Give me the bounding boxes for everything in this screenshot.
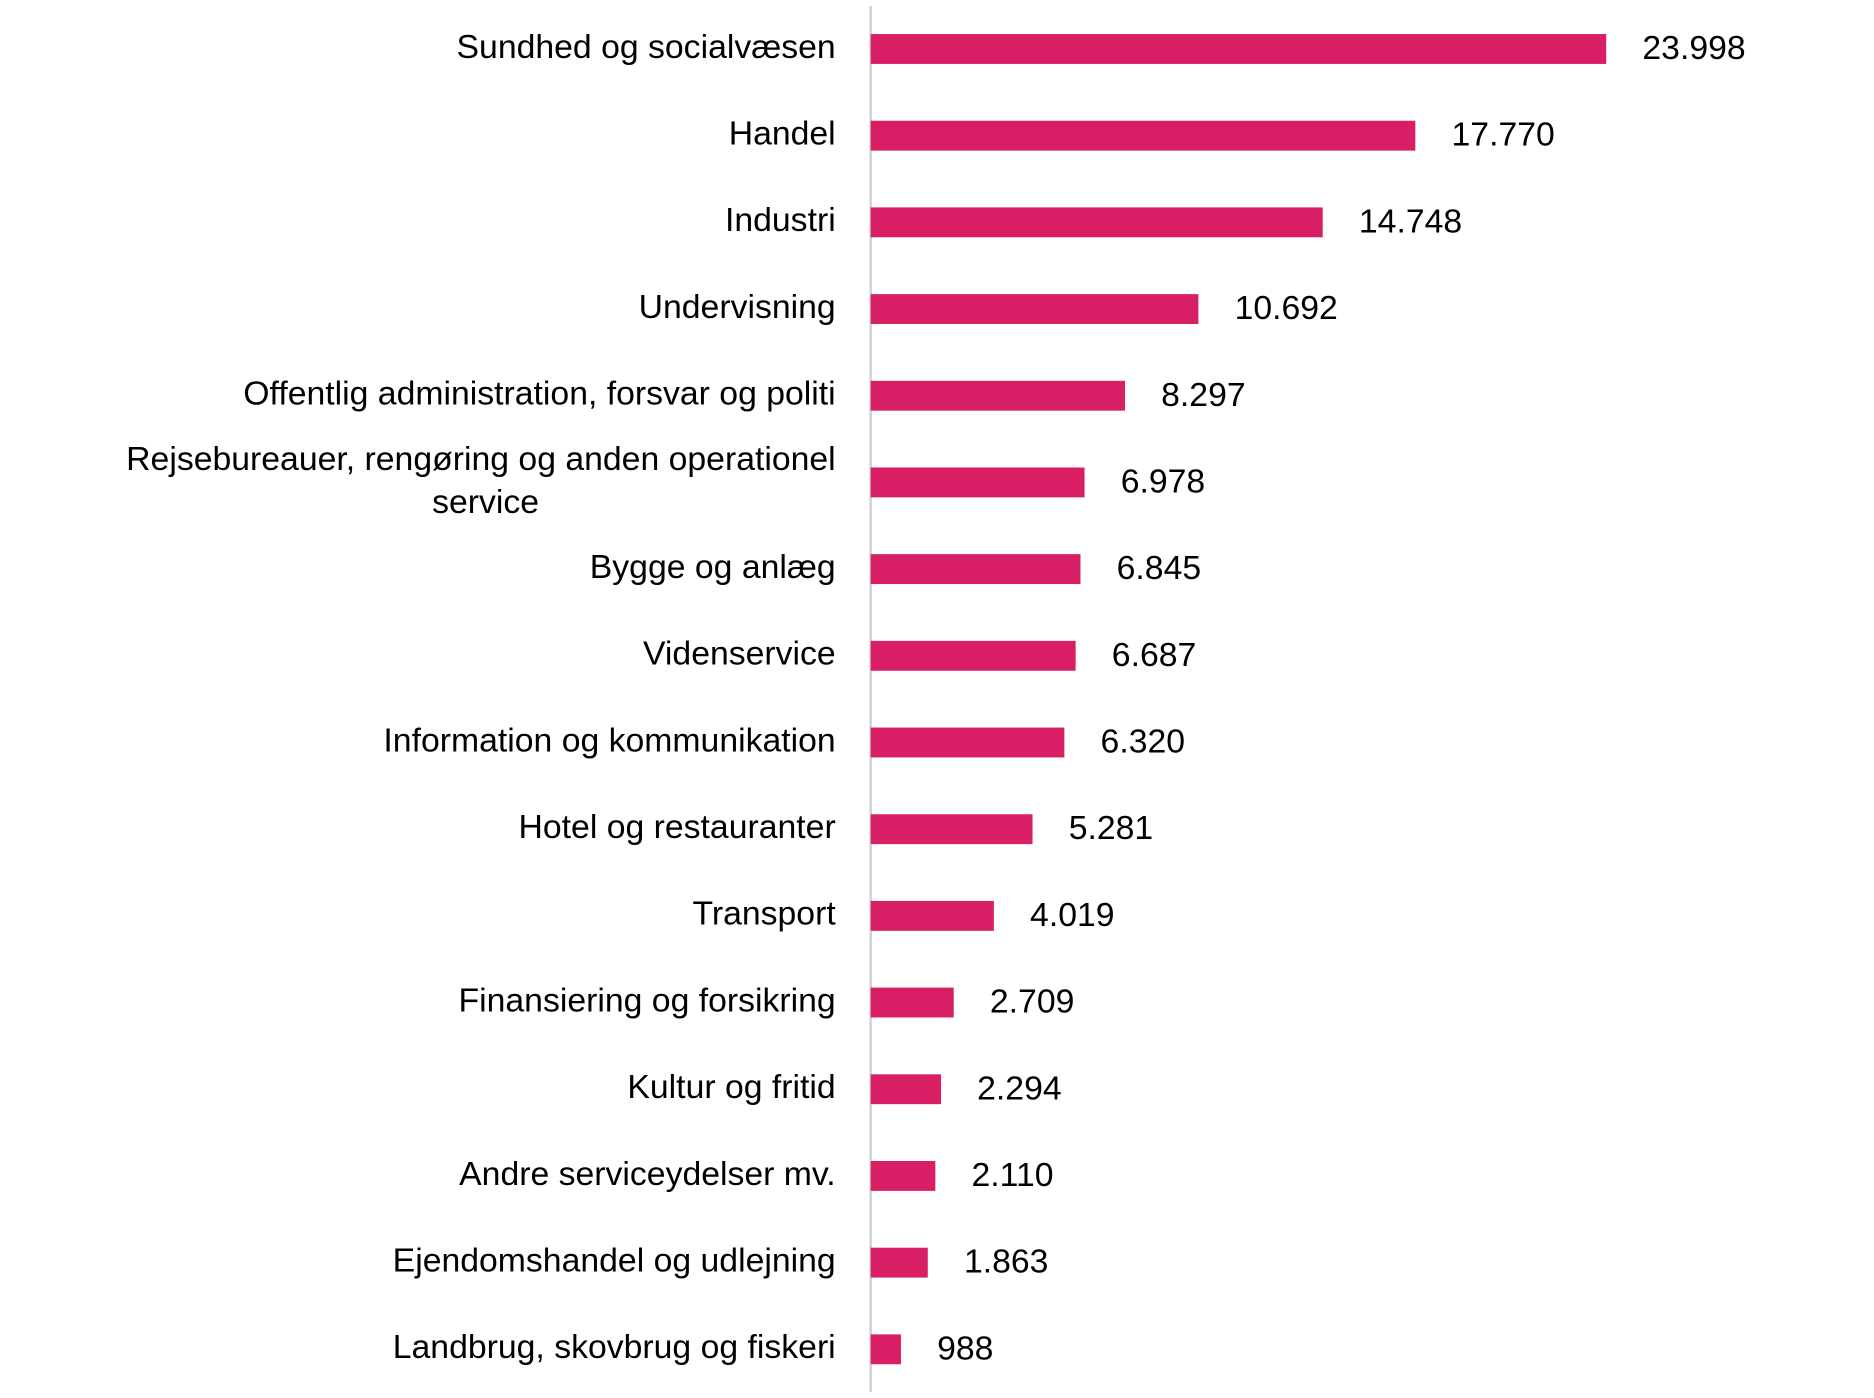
bar (870, 120, 1416, 151)
bar (870, 467, 1085, 498)
category-label: Finansiering og forsikring (458, 983, 835, 1020)
value-label: 6.845 (1117, 550, 1201, 587)
value-label: 4.019 (1030, 897, 1114, 934)
category-label: Videnservice (643, 636, 836, 673)
category-label: Ejendomshandel og udlejning (393, 1243, 836, 1280)
category-label: Kultur og fritid (627, 1069, 835, 1106)
bar (870, 1074, 941, 1105)
category-label: Sundhed og socialvæsen (457, 29, 836, 66)
category-label: Landbrug, skovbrug og fiskeri (393, 1329, 836, 1366)
category-label: Information og kommunikation (383, 722, 835, 759)
value-label: 10.692 (1235, 290, 1338, 327)
value-label: 14.748 (1359, 204, 1462, 241)
value-label: 2.709 (990, 984, 1074, 1021)
value-label: 8.297 (1161, 377, 1245, 414)
bar (870, 207, 1323, 238)
bar (870, 1247, 928, 1278)
bar (870, 554, 1081, 585)
category-label: Transport (692, 896, 836, 933)
bar (870, 900, 994, 931)
value-label: 6.687 (1112, 637, 1196, 674)
bar (870, 1334, 901, 1365)
value-label: 6.320 (1101, 724, 1185, 761)
bar (870, 640, 1076, 671)
category-label: Industri (725, 202, 836, 239)
value-label: 1.863 (964, 1244, 1048, 1281)
value-label: 2.110 (972, 1157, 1054, 1194)
bar (870, 34, 1607, 64)
value-label: 5.281 (1069, 810, 1153, 847)
value-label: 6.978 (1121, 464, 1205, 501)
category-label: Bygge og anlæg (590, 549, 836, 586)
category-label: Hotel og restauranter (519, 809, 836, 846)
bar (870, 1160, 936, 1191)
value-label: 988 (937, 1330, 993, 1367)
bar (870, 814, 1033, 845)
value-label: 17.770 (1452, 117, 1555, 154)
bar (870, 727, 1065, 758)
category-label: Handel (729, 116, 836, 153)
category-label: Rejsebureauer, rengøring og anden operat… (126, 441, 836, 521)
category-label: Andre serviceydelser mv. (459, 1156, 836, 1193)
value-label: 2.294 (977, 1070, 1061, 1107)
category-label: Offentlig administration, forsvar og pol… (243, 376, 835, 413)
value-label: 23.998 (1642, 30, 1745, 67)
bar (870, 294, 1199, 324)
category-label: Undervisning (639, 289, 836, 326)
bar (870, 380, 1125, 411)
bar (870, 987, 954, 1018)
